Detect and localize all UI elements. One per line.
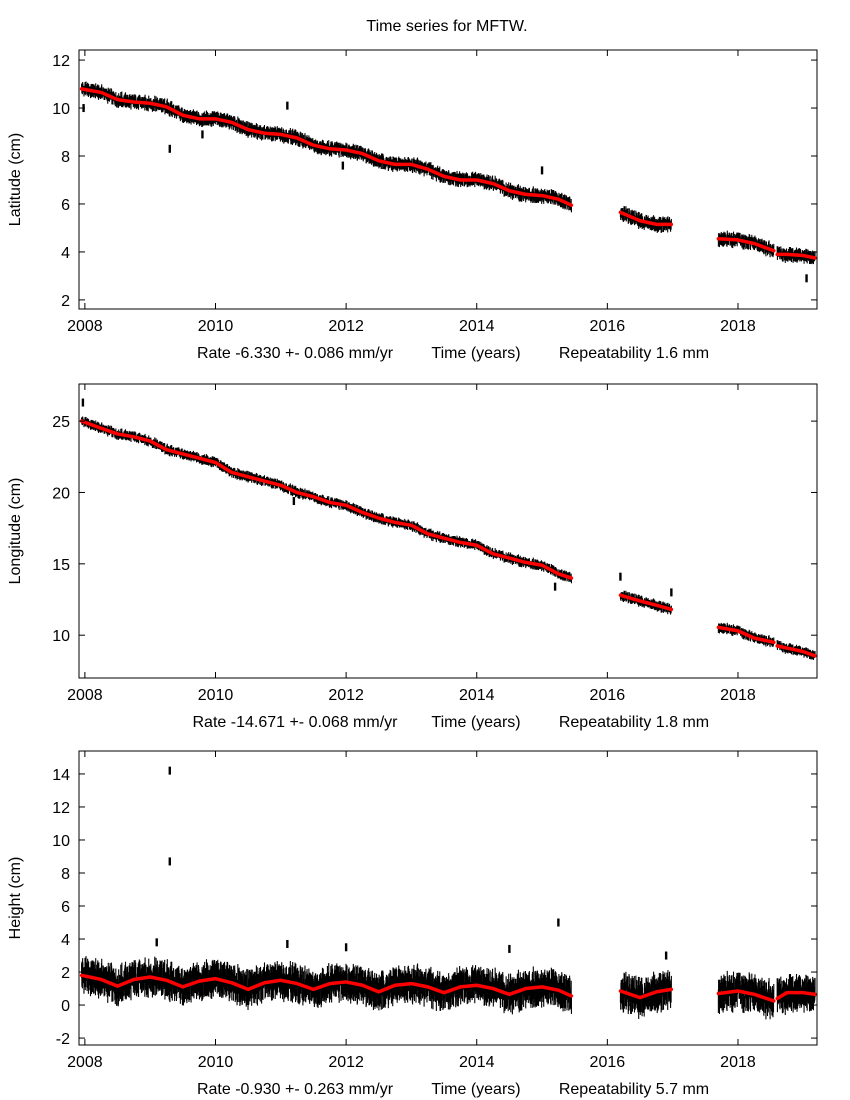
- rate-annotation: Rate -14.671 +- 0.068 mm/yr: [193, 714, 399, 731]
- fit-line: [618, 593, 674, 612]
- plot-area: [79, 398, 817, 660]
- x-tick-label: 2008: [67, 318, 103, 335]
- x-tick-label: 2018: [720, 318, 756, 335]
- y-tick-label: 4: [61, 245, 70, 262]
- x-tick-label: 2014: [459, 687, 495, 704]
- panel-latitude: 2008 2010 2012 2014 2016 2018 2 4 6 8 10 12 Latitude…: [7, 49, 818, 362]
- y-tick-label: 25: [52, 414, 70, 431]
- y-tick-label: 10: [52, 101, 70, 118]
- plot-area: [79, 81, 817, 283]
- x-axis-label: Time (years): [431, 345, 520, 362]
- plot-frame: [78, 383, 818, 679]
- outlier-point: [168, 144, 171, 153]
- x-tick-label: 2016: [590, 687, 626, 704]
- outlier-point: [292, 497, 296, 506]
- x-tick-label: 2010: [198, 687, 234, 704]
- y-tick-label: 12: [52, 53, 70, 70]
- x-tick-label: 2008: [67, 687, 103, 704]
- y-tick-label: 8: [61, 149, 70, 166]
- fit-line: [716, 625, 776, 645]
- outlier-point: [670, 588, 673, 597]
- x-tick-label: 2014: [459, 318, 495, 335]
- outlier-point: [286, 101, 289, 110]
- y-axis-label: Longitude (cm): [7, 478, 24, 585]
- fit-line: [79, 419, 574, 580]
- outlier-point: [805, 274, 808, 283]
- x-tick-label: 2010: [198, 318, 234, 335]
- rate-annotation: Rate -6.330 +- 0.086 mm/yr: [197, 345, 394, 362]
- panel-longitude: 2008 2010 2012 2014 2016 2018 10 15 20 25 Longitud…: [7, 383, 818, 731]
- y-axis-label: Latitude (cm): [7, 133, 24, 226]
- x-tick-label: 2012: [328, 687, 364, 704]
- outlier-point: [553, 582, 557, 591]
- outlier-point: [341, 161, 345, 170]
- outlier-point: [540, 166, 544, 175]
- y-tick-label: 20: [52, 485, 70, 502]
- fit-line: [716, 236, 776, 253]
- fit-line: [618, 210, 674, 227]
- x-axis-label: Time (years): [431, 714, 520, 731]
- y-tick-label: 6: [61, 197, 70, 214]
- y-tick-label: 2: [61, 293, 70, 310]
- outlier-point: [81, 398, 85, 407]
- panel-height: 2008 2010 2012 2014 2016 2018-202468101214Hei…: [7, 750, 818, 1098]
- fit-line: [79, 87, 574, 207]
- repeatability-annotation: Repeatability 1.8 mm: [559, 714, 709, 731]
- x-tick-label: 2018: [720, 687, 756, 704]
- y-tick-label: 10: [52, 628, 70, 645]
- fit-line: [775, 644, 817, 658]
- plot-frame: [78, 49, 818, 310]
- repeatability-annotation: Repeatability 1.6 mm: [559, 345, 709, 362]
- fit-line: [775, 252, 817, 260]
- figure-title: Time series for MFTW.: [366, 18, 527, 35]
- y-tick-label: 15: [52, 557, 70, 574]
- outlier-point: [201, 130, 204, 139]
- outlier-point: [619, 572, 622, 581]
- x-tick-label: 2012: [328, 318, 364, 335]
- x-tick-label: 2016: [590, 318, 626, 335]
- plot-area: [79, 766, 817, 1020]
